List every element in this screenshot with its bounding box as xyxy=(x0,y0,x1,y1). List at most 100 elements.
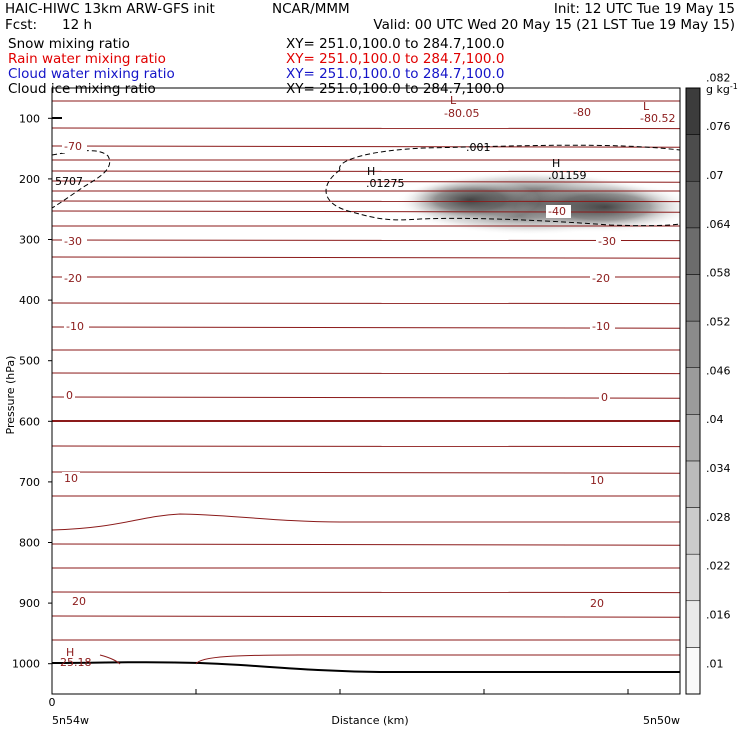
isotherm xyxy=(52,239,680,242)
contour-label-bg xyxy=(64,389,75,402)
snow-max-marker: H xyxy=(552,157,560,170)
colorbar-bin xyxy=(685,180,701,229)
isotherm xyxy=(52,200,680,203)
contour-label: -10 xyxy=(592,320,610,333)
x-axis xyxy=(51,689,629,694)
colorbar-bin xyxy=(685,553,701,602)
colorbar-bin xyxy=(685,320,701,368)
contour-label-bg xyxy=(590,320,615,333)
surface-high-contour xyxy=(99,654,121,665)
field-name-3: Cloud ice mixing ratio xyxy=(8,81,156,97)
low-marker-2: L xyxy=(643,100,650,113)
colorbar-tick: .016 xyxy=(706,609,731,622)
colorbar-tick: .028 xyxy=(706,511,731,524)
colorbar-bin xyxy=(685,507,701,555)
high-marker: H xyxy=(66,646,74,659)
init-time: Init: 12 UTC Tue 19 May 15 xyxy=(554,1,735,17)
contour-label-bg xyxy=(588,474,606,487)
contour-labels: -70 -40 -30 -30 -20 -20 -10 -10 0 0 10 10 20 20 xyxy=(62,140,621,610)
contour-label: 10 xyxy=(590,474,604,487)
contour-label: -20 xyxy=(592,272,610,285)
y-axis: 100 200 300 400 500 600 700 800 900 1000 xyxy=(12,112,52,671)
cloud-ice-contour-bottom xyxy=(325,169,680,227)
isotherm xyxy=(52,513,680,531)
colorbar-bin xyxy=(685,414,701,462)
forecast-value: 12 h xyxy=(62,17,92,33)
contour-label: -20 xyxy=(64,272,82,285)
y-tick-label: 400 xyxy=(19,294,40,307)
x-tick-right: 5n50w xyxy=(643,714,680,727)
snow-shading-west xyxy=(400,178,540,222)
contour-label-bg xyxy=(588,597,606,610)
field-xy-0: XY= 251.0,100.0 to 284.7,100.0 xyxy=(286,36,504,52)
low-marker-1: L xyxy=(450,94,457,107)
y-tick-label: 500 xyxy=(19,355,40,368)
field-xy-3: XY= 251.0,100.0 to 284.7,100.0 xyxy=(286,81,504,97)
colorbar-tick: .04 xyxy=(706,413,724,426)
contour-label: -30 xyxy=(598,235,616,248)
snow-max-value: .01159 xyxy=(548,169,587,182)
contour-label-bg xyxy=(70,595,88,608)
colorbar-tick: .022 xyxy=(706,560,731,573)
cloud-ice-max-value: .01275 xyxy=(366,177,405,190)
y-tick-label: 800 xyxy=(19,537,40,550)
isotherm xyxy=(52,543,680,546)
isotherm xyxy=(52,445,680,448)
y-tick-label: 600 xyxy=(19,415,40,428)
high-value: 25.18 xyxy=(60,656,92,669)
isotherm xyxy=(52,615,680,618)
surface-warm-contour xyxy=(195,654,680,665)
colorbar-bin xyxy=(685,87,701,135)
cloud-ice-contours xyxy=(52,117,680,673)
colorbar-unit: g kg-1 xyxy=(706,82,738,96)
isotherm xyxy=(52,145,680,148)
contour-label: 20 xyxy=(590,597,604,610)
colorbar-bin xyxy=(685,227,701,275)
snow-shading xyxy=(395,171,680,235)
colorbar-tick: .064 xyxy=(706,218,731,231)
contour-label-bg xyxy=(546,205,571,218)
colorbar-bin xyxy=(685,367,701,415)
isotherm xyxy=(52,471,680,474)
contour-label-bg xyxy=(62,235,87,248)
temperature-contours xyxy=(52,100,680,641)
field-name-0: Snow mixing ratio xyxy=(8,36,130,52)
colorbar-bin xyxy=(685,600,701,648)
y-tick-label: 300 xyxy=(19,234,40,247)
colorbar-tick: .07 xyxy=(706,169,724,182)
colorbar-bin xyxy=(685,460,701,508)
cloud-ice-contour-label: .001 xyxy=(466,141,491,154)
isotherm xyxy=(52,256,680,259)
colorbar-bin xyxy=(685,134,701,182)
contour-label: 0 xyxy=(66,389,73,402)
plot-frame xyxy=(51,87,681,695)
cloud-ice-contour-west xyxy=(52,150,111,209)
contour-label: 10 xyxy=(64,472,78,485)
x-axis-title: Distance (km) xyxy=(331,714,408,727)
forecast-label: Fcst: xyxy=(5,17,37,33)
cloud-ice-contour-top xyxy=(339,144,680,171)
contour-label-bg xyxy=(590,272,615,285)
figure-title: HAIC-HIWC 13km ARW-GFS init xyxy=(5,1,215,17)
field-xy-1: XY= 251.0,100.0 to 284.7,100.0 xyxy=(286,51,504,67)
snow-shading-east xyxy=(515,181,680,233)
y-axis-title: Pressure (hPa) xyxy=(4,356,17,435)
y-tick-label: 900 xyxy=(19,597,40,610)
isotherm xyxy=(52,591,680,594)
colorbar-tick: .01 xyxy=(706,657,724,670)
contour-label-bg xyxy=(599,391,610,404)
colorbar-tick: .082 xyxy=(706,71,731,84)
contour-label-bg xyxy=(596,235,621,248)
isotherm xyxy=(52,396,680,399)
contour-label: -30 xyxy=(64,235,82,248)
contour-label-bg xyxy=(62,272,87,285)
colorbar-tick: .046 xyxy=(706,364,731,377)
field-list: Snow mixing ratio XY= 251.0,100.0 to 284.… xyxy=(8,36,504,97)
low-contour-label: -80 xyxy=(573,106,591,119)
colorbar-frame xyxy=(685,87,701,695)
isotherm xyxy=(52,326,680,329)
contour-label-bg xyxy=(62,140,87,153)
isotherm xyxy=(52,127,680,130)
colorbar-tick: .058 xyxy=(706,267,731,280)
contour-label: 20 xyxy=(72,595,86,608)
